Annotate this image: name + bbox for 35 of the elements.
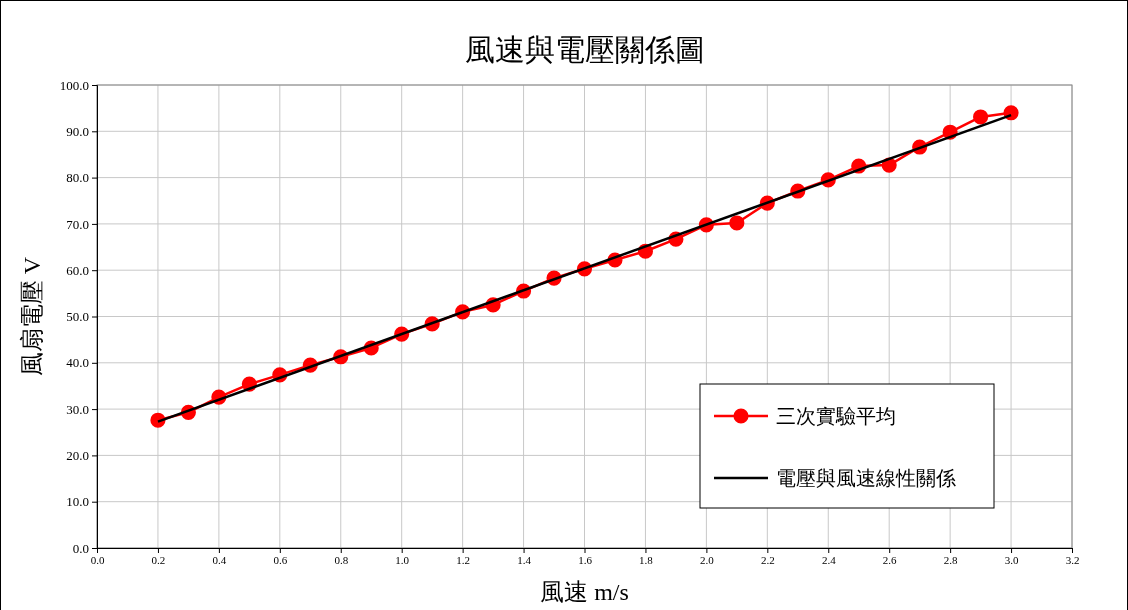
point [973, 109, 989, 125]
x-tick-label: 1.8 [639, 553, 654, 566]
x-tick-label: 0.0 [90, 553, 105, 566]
x-tick-label: 1.2 [456, 553, 470, 566]
y-tick-label: 20.0 [66, 448, 89, 464]
x-tick-label: 3.2 [1065, 553, 1080, 566]
y-tick-label: 40.0 [66, 355, 89, 371]
point [729, 215, 745, 231]
x-tick-label: 2.8 [943, 553, 958, 566]
legend-label: 三次實驗平均 [776, 405, 896, 427]
chart-title: 風速與電壓關係圖 [464, 33, 705, 66]
y-tick-label: 80.0 [66, 170, 89, 186]
y-axis-title: 風扇電壓 V [19, 256, 45, 377]
y-tick-label: 0.0 [72, 540, 89, 556]
y-tick-label: 30.0 [66, 401, 89, 417]
x-tick-label: 1.6 [578, 553, 593, 566]
x-tick-label: 1.0 [395, 553, 410, 566]
x-tick-label: 2.2 [760, 553, 775, 566]
y-tick-label: 100.0 [59, 77, 89, 93]
y-tick-label: 60.0 [66, 262, 89, 278]
x-tick-label: 3.0 [1004, 553, 1019, 566]
y-tick-label: 90.0 [66, 123, 89, 139]
y-tick-label: 70.0 [66, 216, 89, 232]
x-tick-label: 2.0 [700, 553, 715, 566]
x-tick-label: 2.6 [882, 553, 898, 566]
x-tick-label: 0.6 [273, 553, 288, 566]
y-tick-label: 50.0 [66, 309, 89, 325]
x-tick-label: 0.8 [334, 553, 349, 566]
x-tick-label: 2.4 [821, 553, 837, 566]
x-axis-title: 風速 m/s [540, 579, 629, 605]
x-tick-label: 0.4 [212, 553, 227, 566]
x-tick-label: 0.2 [151, 553, 166, 566]
x-tick-label: 1.4 [517, 553, 532, 566]
y-tick-label: 10.0 [66, 494, 89, 510]
legend-label: 電壓與風速線性關係 [776, 467, 956, 489]
